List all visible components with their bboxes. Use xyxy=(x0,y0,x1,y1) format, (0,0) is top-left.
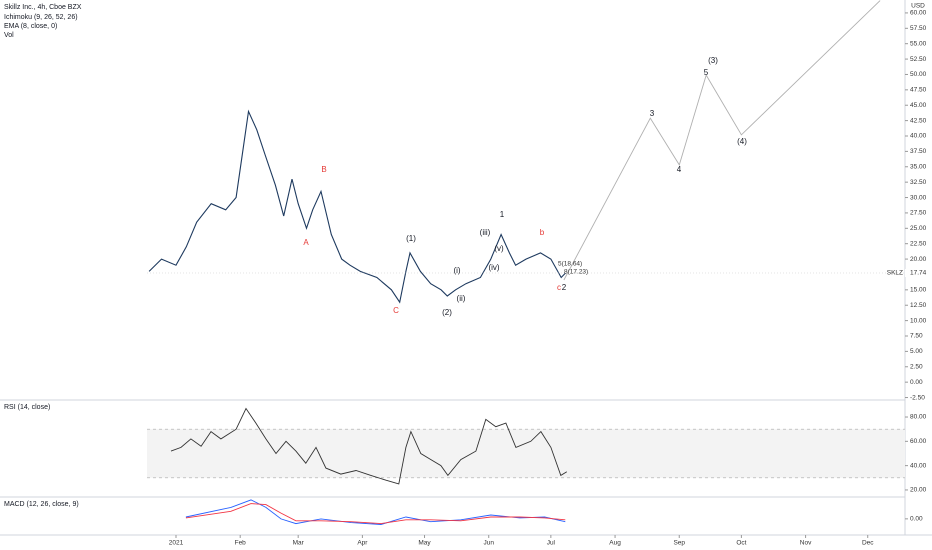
wave-label: 2 xyxy=(562,283,567,292)
x-tick-label: Sep xyxy=(673,540,685,547)
y-tick-label: 2.50 xyxy=(910,363,923,370)
series-line xyxy=(185,503,566,525)
y-tick-label: 35.00 xyxy=(910,163,927,170)
last-price-box xyxy=(905,268,932,277)
wave-label: B xyxy=(321,165,326,174)
legend-line: EMA (8, close, 0) xyxy=(4,23,57,30)
pane-title: MACD (12, 26, close, 9) xyxy=(4,501,79,508)
last-price-label: 17.74 xyxy=(910,270,927,277)
y-tick-label: -2.50 xyxy=(910,394,925,401)
y-tick-label: 37.50 xyxy=(910,148,927,155)
wave-label: 4 xyxy=(677,165,682,174)
y-tick-label: 80.00 xyxy=(910,414,927,421)
wave-label: (4) xyxy=(737,137,747,146)
x-tick-label: Nov xyxy=(800,540,812,547)
y-tick-label: 22.50 xyxy=(910,240,927,247)
wave-label: A xyxy=(303,238,309,247)
y-tick-label: 25.00 xyxy=(910,225,927,232)
pane-title: RSI (14, close) xyxy=(4,404,50,411)
y-tick-label: 0.00 xyxy=(910,379,923,386)
y-tick-label: 10.00 xyxy=(910,317,927,324)
y-tick-label: 42.50 xyxy=(910,117,927,124)
y-tick-label: 12.50 xyxy=(910,302,927,309)
wave-label: 5(18.64) xyxy=(558,261,582,268)
series-line xyxy=(148,109,566,304)
y-tick-label: 15.00 xyxy=(910,287,927,294)
wave-label: (3) xyxy=(708,56,718,65)
wave-label: (1) xyxy=(406,234,416,243)
currency-label: USD xyxy=(911,3,925,10)
symbol-label: SKLZ xyxy=(887,270,903,277)
x-tick-label: Dec xyxy=(862,540,874,547)
y-tick-label: 45.00 xyxy=(910,102,927,109)
x-tick-label: Apr xyxy=(357,540,368,547)
series-line xyxy=(563,0,881,281)
y-tick-label: 50.00 xyxy=(910,71,927,78)
wave-label: (iv) xyxy=(488,263,499,272)
x-tick-label: Mar xyxy=(293,540,305,547)
wave-label: 8(17.23) xyxy=(564,269,588,276)
y-tick-label: 27.50 xyxy=(910,210,927,217)
wave-label: c xyxy=(557,283,561,292)
x-tick-label: Aug xyxy=(609,540,621,547)
y-tick-label: 20.00 xyxy=(910,256,927,263)
y-tick-label: 30.00 xyxy=(910,194,927,201)
series-line xyxy=(170,407,568,485)
x-tick-label: Feb xyxy=(235,540,247,547)
legend-line: Ichimoku (9, 26, 52, 26) xyxy=(4,14,78,21)
y-tick-label: 40.00 xyxy=(910,462,927,469)
wave-label: (iii) xyxy=(480,228,491,237)
y-tick-label: 20.00 xyxy=(910,487,927,494)
y-tick-label: 55.00 xyxy=(910,40,927,47)
x-tick-label: 2021 xyxy=(169,540,184,547)
wave-label: b xyxy=(540,228,545,237)
x-tick-label: Jun xyxy=(483,540,494,547)
wave-label: 1 xyxy=(500,210,505,219)
wave-label: 5 xyxy=(704,68,709,77)
y-tick-label: 7.50 xyxy=(910,333,923,340)
y-tick-label: 40.00 xyxy=(910,133,927,140)
y-tick-label: 60.00 xyxy=(910,438,927,445)
y-tick-label: 47.50 xyxy=(910,87,927,94)
wave-label: (v) xyxy=(494,244,504,253)
wave-label: (i) xyxy=(453,266,460,275)
y-tick-label: 32.50 xyxy=(910,179,927,186)
wave-label: (ii) xyxy=(457,294,466,303)
wave-label: 3 xyxy=(650,109,655,118)
chart-title: Skillz Inc., 4h, Cboe BZX xyxy=(4,4,82,11)
y-tick-label: 52.50 xyxy=(910,56,927,63)
y-tick-label: 60.00 xyxy=(910,10,927,17)
wave-label: (2) xyxy=(442,308,452,317)
rsi-band xyxy=(147,429,905,478)
x-tick-label: Jul xyxy=(547,540,556,547)
y-tick-label: 5.00 xyxy=(910,348,923,355)
wave-label: C xyxy=(393,306,399,315)
legend-line: Vol xyxy=(4,32,14,39)
y-tick-label: 0.00 xyxy=(910,516,923,523)
x-tick-label: Oct xyxy=(736,540,746,547)
x-tick-label: May xyxy=(418,540,431,547)
y-tick-label: 57.50 xyxy=(910,25,927,32)
